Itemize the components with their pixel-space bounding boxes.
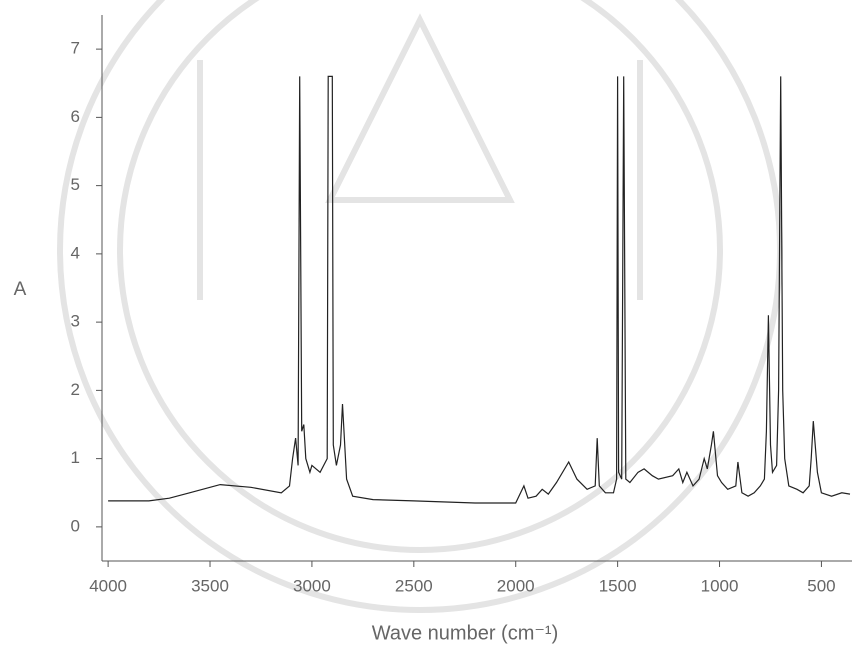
- x-tick-label: 500: [807, 576, 835, 595]
- x-tick-label: 3000: [293, 576, 331, 595]
- y-tick-label: 4: [71, 243, 80, 262]
- x-tick-label: 4000: [89, 576, 127, 595]
- x-tick-label: 3500: [191, 576, 229, 595]
- y-tick-label: 0: [71, 516, 80, 535]
- y-axis-label: A: [14, 279, 27, 300]
- x-tick-label: 1000: [701, 576, 739, 595]
- y-tick-label: 3: [71, 312, 80, 331]
- y-tick-label: 6: [71, 107, 80, 126]
- x-tick-label: 1500: [599, 576, 637, 595]
- y-tick-label: 1: [71, 448, 80, 467]
- watermark: [57, 0, 783, 613]
- y-tick-label: 7: [71, 39, 80, 58]
- y-tick-label: 5: [71, 175, 80, 194]
- x-tick-label: 2500: [395, 576, 433, 595]
- x-axis-label: Wave number (cm⁻¹): [372, 622, 559, 644]
- y-tick-label: 2: [71, 380, 80, 399]
- spectrum-line: [108, 75, 851, 504]
- x-tick-label: 2000: [497, 576, 535, 595]
